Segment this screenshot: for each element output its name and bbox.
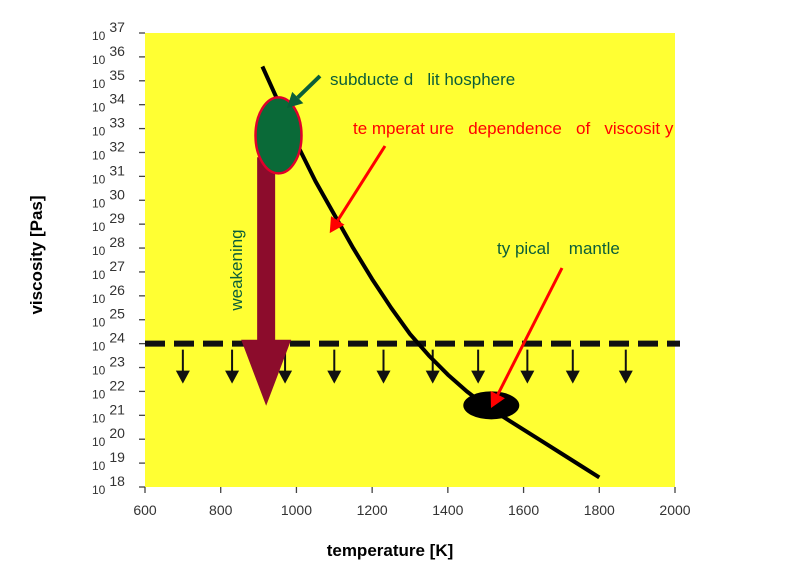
down-arrow xyxy=(327,349,342,384)
y-tick-label: 1034 xyxy=(92,91,125,115)
subducted-lithosphere-blob xyxy=(254,96,303,175)
y-tick-label: 1021 xyxy=(92,401,125,425)
chart-marks xyxy=(145,65,680,480)
down-arrow xyxy=(225,349,240,384)
y-tick-label: 1031 xyxy=(92,162,125,186)
y-tick-label: 1033 xyxy=(92,115,125,139)
y-tick-label: 1020 xyxy=(92,425,125,449)
weakening-label: weakening xyxy=(227,229,246,311)
x-tick-label: 1000 xyxy=(281,502,312,518)
axis-ticks: 600 800 1000 1200 1400 1600 1800 20001018101910… xyxy=(92,19,691,518)
x-tick-label: 1800 xyxy=(584,502,615,518)
viscosity-curve xyxy=(260,65,601,480)
y-tick-label: 1018 xyxy=(92,473,125,497)
y-tick-label: 1025 xyxy=(92,306,125,330)
x-tick-label: 1400 xyxy=(432,502,463,518)
subducted-lithosphere-arrow xyxy=(287,74,322,108)
down-arrow xyxy=(565,349,580,384)
y-tick-label: 1024 xyxy=(92,330,125,354)
typical-mantle-arrow xyxy=(490,267,564,408)
down-arrow xyxy=(471,349,486,384)
y-tick-label: 1023 xyxy=(92,354,125,378)
y-tick-label: 1036 xyxy=(92,43,125,67)
typical-mantle-label: ty pical mantle xyxy=(497,239,620,258)
x-tick-label: 600 xyxy=(133,502,157,518)
y-tick-label: 1027 xyxy=(92,258,125,282)
y-tick-label: 1037 xyxy=(92,19,125,43)
x-tick-label: 1200 xyxy=(357,502,388,518)
x-tick-label: 2000 xyxy=(659,502,690,518)
y-axis-title: viscosity [Pas] xyxy=(27,195,46,314)
down-arrow xyxy=(175,349,190,384)
y-tick-label: 1026 xyxy=(92,282,125,306)
x-tick-label: 800 xyxy=(209,502,233,518)
temperature-dependence-label: te mperat ure dependence of viscosit y xyxy=(353,119,674,138)
y-tick-label: 1030 xyxy=(92,186,125,210)
y-tick-label: 1029 xyxy=(92,210,125,234)
y-tick-label: 1032 xyxy=(92,138,125,162)
temperature-dependence-arrow xyxy=(329,145,387,234)
plot-background xyxy=(145,33,675,487)
down-arrow xyxy=(618,349,633,384)
subducted-lithosphere-label: subducte d lit hosphere xyxy=(330,70,515,89)
down-arrow xyxy=(376,349,391,384)
y-tick-label: 1035 xyxy=(92,67,125,91)
annotations: subducte d lit hosphere te mperat ure de… xyxy=(227,70,674,312)
weakening-arrow xyxy=(241,157,292,406)
x-axis-title: temperature [K] xyxy=(327,541,454,560)
down-arrow xyxy=(520,349,535,384)
y-tick-label: 1022 xyxy=(92,377,125,401)
x-tick-label: 1600 xyxy=(508,502,539,518)
y-tick-label: 1019 xyxy=(92,449,125,473)
y-tick-label: 1028 xyxy=(92,234,125,258)
